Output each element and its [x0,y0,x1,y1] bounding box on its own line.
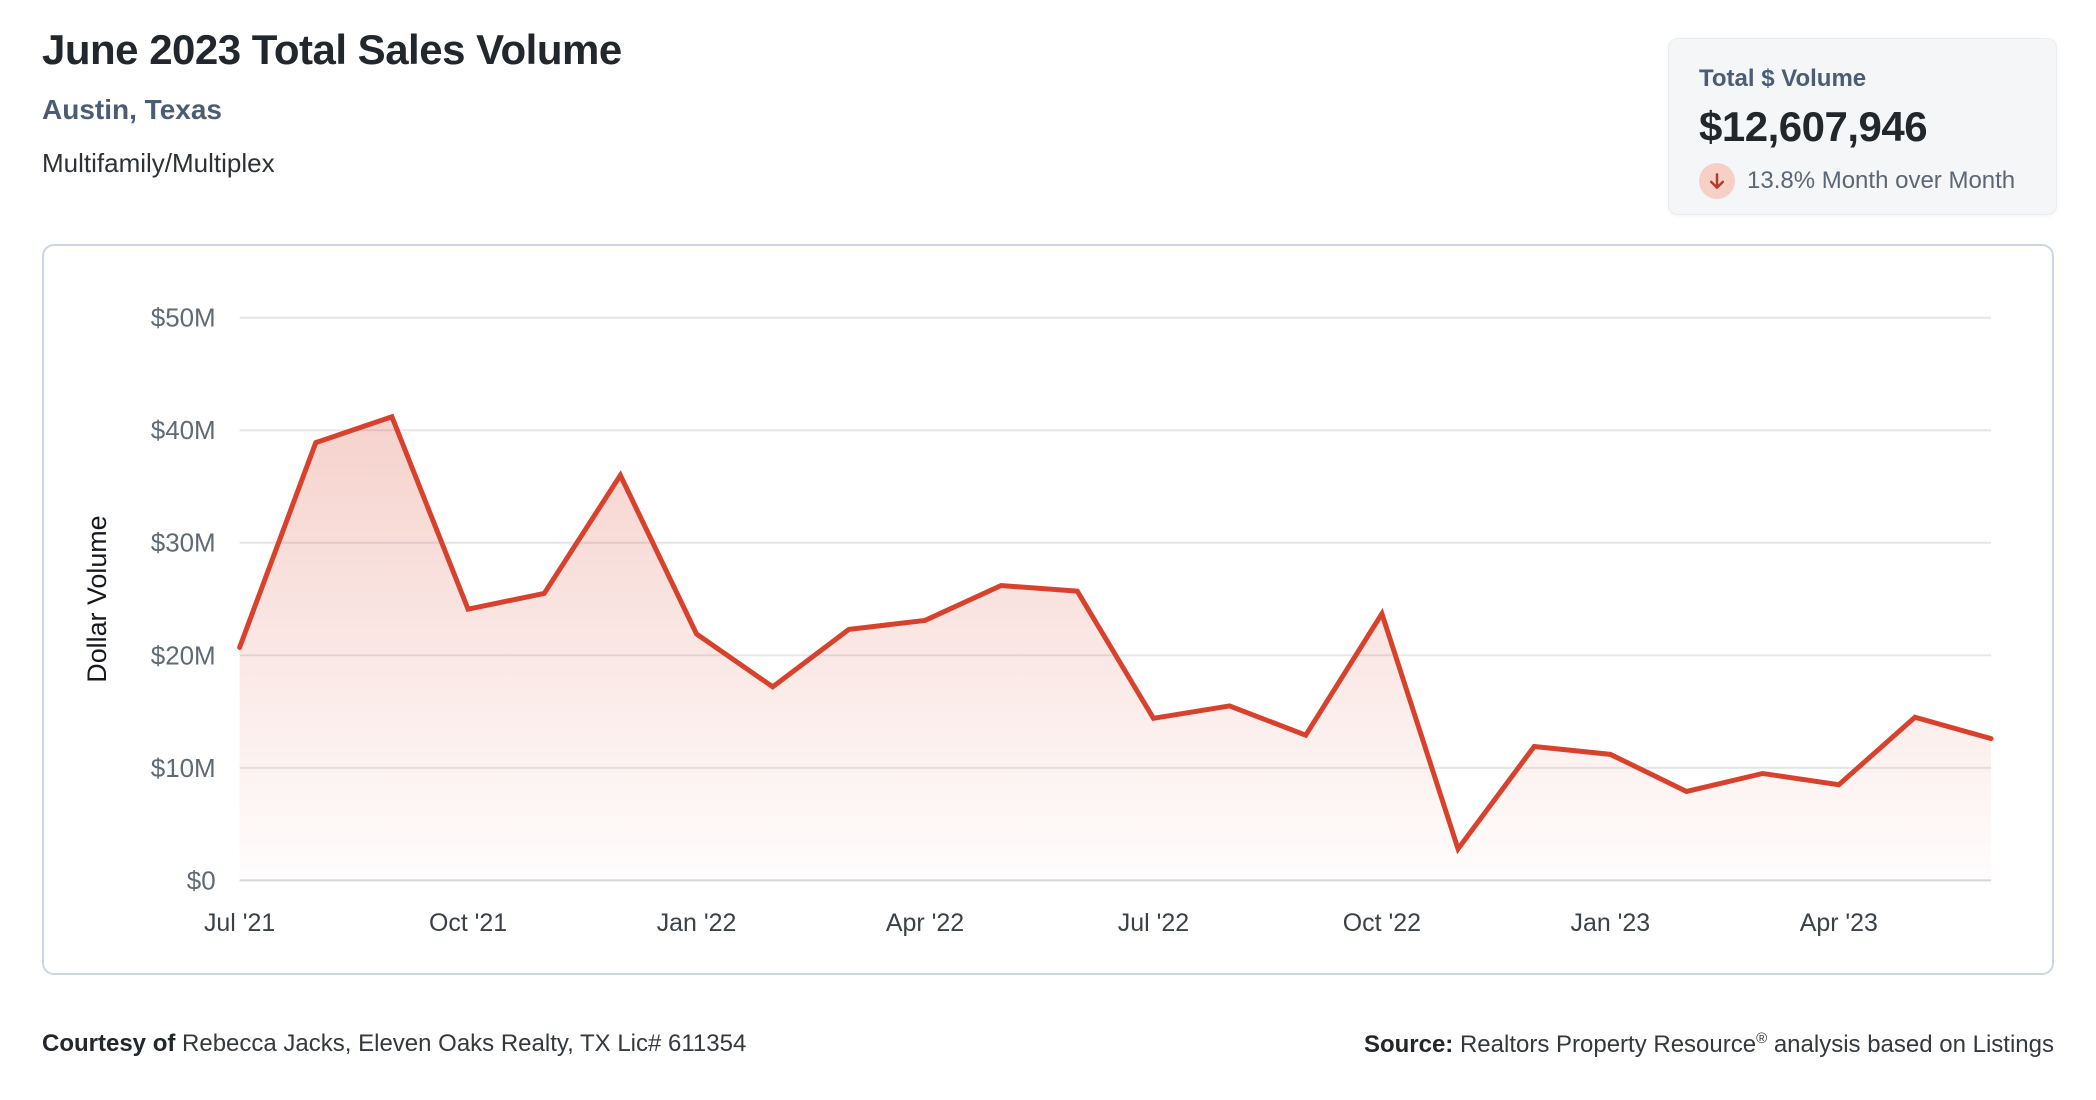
sales-volume-chart: $0 $10M $20M $30M $40M $50M Jul '21 Oct '21 Jan … [82,305,1994,937]
y-axis-tick-label: $30M [151,530,216,558]
x-axis-tick-label: Jan '23 [1571,909,1651,937]
y-axis-tick-label: $40M [151,417,216,445]
x-axis-tick-label: Jul '22 [1118,909,1189,937]
stat-card-value: $12,607,946 [1699,103,1928,150]
y-axis-title: Dollar Volume [82,515,112,682]
property-type-label: Multifamily/Multiplex [42,148,275,178]
source-text: Source: Realtors Property Resource® anal… [1363,1030,2054,1058]
stat-card-label: Total $ Volume [1699,65,1867,92]
x-axis-tick-label: Jan '22 [657,909,737,937]
page-title: June 2023 Total Sales Volume [42,26,622,73]
x-axis-tick-label: Oct '21 [429,909,507,937]
x-axis-tick-label: Oct '22 [1343,909,1421,937]
location-subtitle: Austin, Texas [42,94,222,125]
courtesy-text: Courtesy of Rebecca Jacks, Eleven Oaks R… [42,1030,747,1057]
y-axis-tick-label: $50M [151,305,216,333]
stat-change-text: 13.8% Month over Month [1747,167,2016,194]
source-label: Source: [1363,1031,1454,1058]
y-axis-tick-label: $10M [151,755,216,783]
y-axis-tick-label: $0 [187,867,216,895]
y-axis-tick-label: $20M [151,642,216,670]
registered-mark: ® [1756,1030,1768,1047]
sales-volume-area [239,416,1992,881]
x-axis-tick-label: Jul '21 [204,909,275,937]
courtesy-label: Courtesy of [42,1030,176,1057]
x-axis-tick-label: Apr '23 [1800,909,1878,937]
report-footer: Courtesy of Rebecca Jacks, Eleven Oaks R… [42,1030,2054,1059]
arrow-down-icon [1709,173,1725,189]
chart-panel: $0 $10M $20M $30M $40M $50M Jul '21 Oct '21 Jan … [42,244,2054,975]
sales-volume-line [237,413,1994,855]
x-axis-tick-label: Apr '22 [886,909,964,937]
down-arrow-badge [1699,163,1735,199]
report-header: June 2023 Total Sales Volume Austin, Tex… [42,26,622,179]
month-over-month-change: 13.8% Month over Month [1699,163,2026,199]
total-volume-card: Total $ Volume $12,607,946 13.8% Month o… [1668,38,2057,215]
